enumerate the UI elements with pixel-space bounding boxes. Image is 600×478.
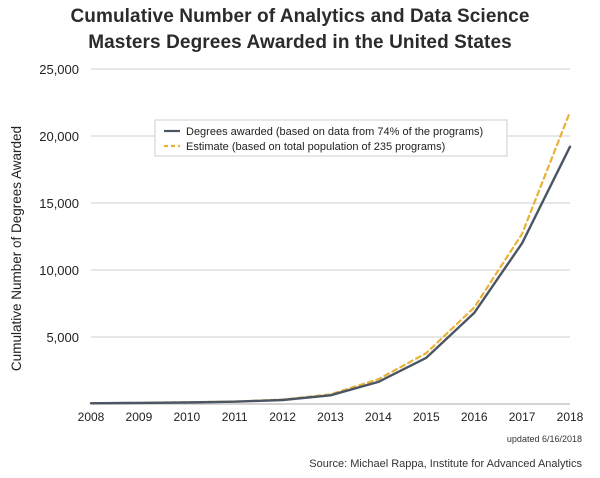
- y-tick-label: 20,000: [39, 129, 79, 144]
- x-tick-label: 2016: [461, 410, 488, 424]
- y-tick-label: 25,000: [39, 62, 79, 77]
- x-tick-label: 2015: [413, 410, 440, 424]
- y-tick-label: 5,000: [46, 330, 79, 345]
- axes: 5,000 10,000 15,000 20,000 25,000 2008 2009 201…: [9, 62, 584, 424]
- x-tick-label: 2008: [78, 410, 105, 424]
- x-tick-label: 2012: [269, 410, 296, 424]
- y-tick-label: 15,000: [39, 196, 79, 211]
- grid: [91, 68, 570, 338]
- x-tick-label: 2014: [365, 410, 392, 424]
- x-tick-label: 2013: [317, 410, 344, 424]
- chart-title-line-1: Cumulative Number of Analytics and Data …: [70, 6, 530, 27]
- updated-note: updated 6/16/2018: [506, 434, 582, 444]
- legend: Degrees awarded (based on data from 74% …: [154, 119, 508, 157]
- y-axis-label: Cumulative Number of Degrees Awarded: [9, 126, 24, 371]
- x-tick-label: 2018: [557, 410, 584, 424]
- legend-label: Estimate (based on total population of 2…: [186, 141, 445, 153]
- legend-box: [154, 119, 508, 157]
- y-tick-label: 10,000: [39, 263, 79, 278]
- source-note: Source: Michael Rappa, Institute for Adv…: [309, 458, 582, 470]
- x-tick-label: 2017: [509, 410, 536, 424]
- legend-label: Degrees awarded (based on data from 74% …: [186, 126, 483, 138]
- x-tick-label: 2011: [222, 410, 248, 424]
- x-tick-label: 2009: [126, 410, 153, 424]
- series-line-degrees-awarded: [89, 145, 572, 405]
- x-tick-label: 2010: [173, 410, 200, 424]
- chart-title-line-2: Masters Degrees Awarded in the United St…: [88, 32, 512, 53]
- series: [89, 110, 572, 405]
